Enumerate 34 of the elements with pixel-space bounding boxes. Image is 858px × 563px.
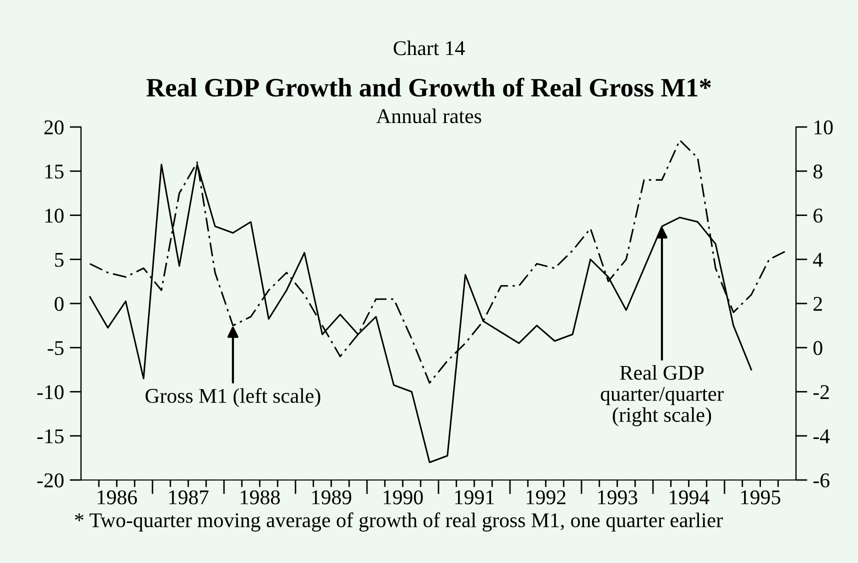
x-tick-label: 1986 — [98, 490, 137, 504]
y2-tick-label: -2 — [813, 385, 829, 399]
y2-tick-label: 2 — [814, 296, 822, 311]
y-tick-label: 10 — [45, 208, 64, 223]
y-tick-label: -10 — [37, 385, 64, 400]
text: * Two-quarter moving average of growth of real gross M1, one quarter earlier — [75, 512, 723, 532]
x-tick-label: 1992 — [526, 490, 566, 504]
y-tick-label: -15 — [37, 429, 64, 444]
y-tick-label: -5 — [48, 341, 64, 356]
chart-title: Chart 14 — [394, 40, 465, 56]
x-tick-label: 1988 — [240, 490, 280, 504]
chart-subtitle: Real GDP Growth and Growth of Real Gross M1* — [146, 78, 711, 97]
x-tick-label: 1994 — [670, 490, 710, 504]
y2-tick-label: 4 — [813, 252, 823, 267]
x-tick-label: 1989 — [312, 490, 352, 504]
y-tick-label: -20 — [37, 473, 64, 488]
y2-tick-label: -4 — [813, 429, 830, 444]
annotation: Real GDP quarter/quarter (right scale) — [600, 365, 724, 426]
annotation: Gross M1 (left scale) — [146, 388, 320, 408]
y2-tick-label: -6 — [813, 473, 830, 488]
y-tick-label: 0 — [54, 296, 64, 311]
y2-tick-label: 0 — [813, 341, 822, 356]
x-tick-label: 1995 — [741, 490, 780, 504]
x-tick-label: 1991 — [455, 490, 494, 504]
y-tick-label: 15 — [45, 164, 64, 179]
y-axis-title: Annual rates — [376, 108, 482, 124]
x-tick-label: 1987 — [169, 490, 208, 504]
y2-tick-label: 8 — [813, 164, 822, 179]
y-tick-label: 20 — [44, 120, 64, 134]
x-tick-label: 1990 — [384, 490, 423, 504]
x-tick-label: 1993 — [598, 490, 638, 504]
y-tick-label: 5 — [55, 252, 64, 267]
y2-tick-label: 6 — [814, 208, 822, 223]
y2-tick-label: 10 — [814, 120, 833, 134]
